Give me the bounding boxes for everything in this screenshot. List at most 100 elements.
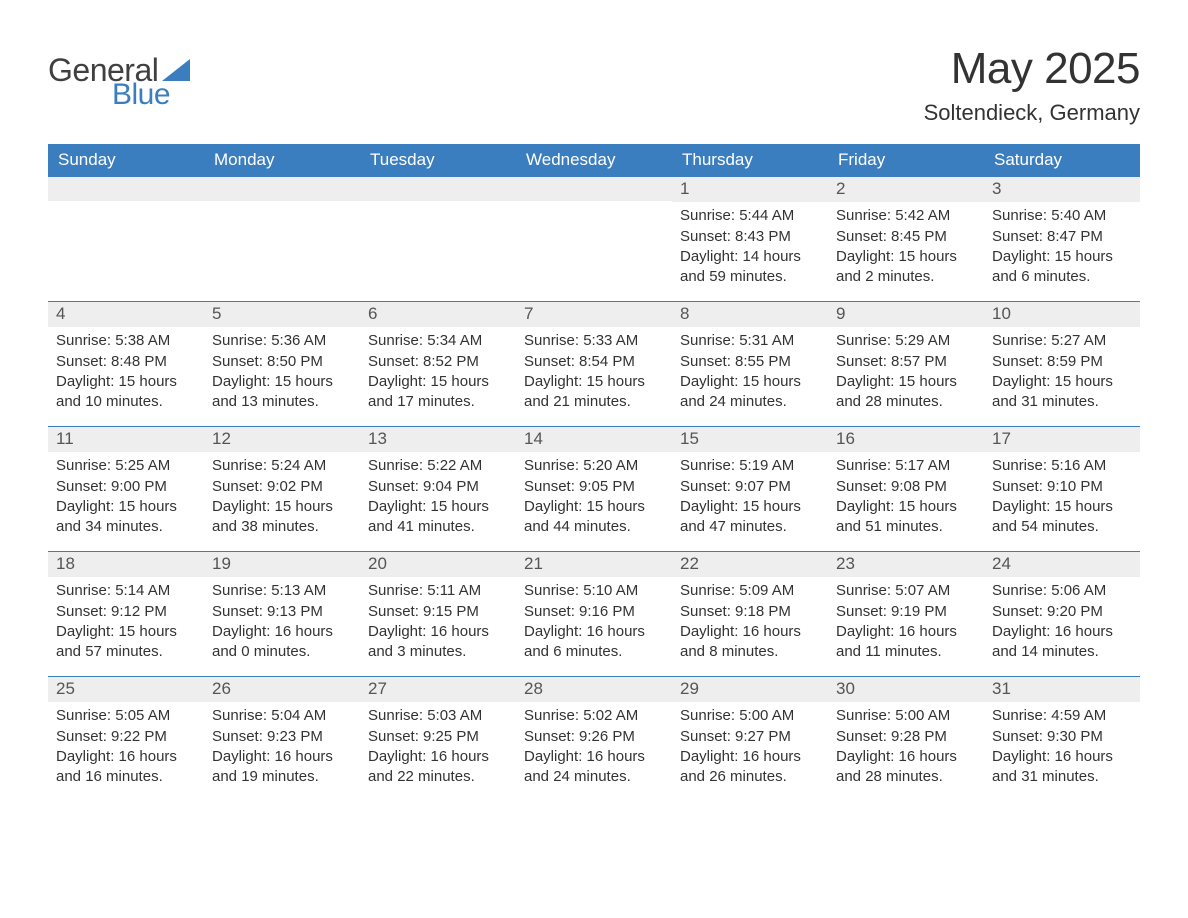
sunset-line: Sunset: 8:52 PM — [368, 352, 508, 372]
day-number-bar — [516, 177, 672, 201]
day-number-bar — [48, 177, 204, 201]
sunset-line: Sunset: 9:20 PM — [992, 602, 1132, 622]
sunset-line: Sunset: 9:27 PM — [680, 727, 820, 747]
sunset-line: Sunset: 9:23 PM — [212, 727, 352, 747]
day-body: Sunrise: 5:07 AMSunset: 9:19 PMDaylight:… — [828, 577, 984, 670]
weekday-header: Sunday — [48, 144, 204, 177]
location-subtitle: Soltendieck, Germany — [924, 100, 1140, 126]
day-body: Sunrise: 5:06 AMSunset: 9:20 PMDaylight:… — [984, 577, 1140, 670]
day-cell: 8Sunrise: 5:31 AMSunset: 8:55 PMDaylight… — [672, 302, 828, 426]
sunset-line: Sunset: 9:08 PM — [836, 477, 976, 497]
sunset-line: Sunset: 9:02 PM — [212, 477, 352, 497]
sunrise-line: Sunrise: 5:19 AM — [680, 456, 820, 476]
empty-day-cell — [48, 177, 204, 301]
day-body: Sunrise: 5:36 AMSunset: 8:50 PMDaylight:… — [204, 327, 360, 420]
title-block: May 2025 Soltendieck, Germany — [924, 44, 1140, 126]
day-cell: 23Sunrise: 5:07 AMSunset: 9:19 PMDayligh… — [828, 552, 984, 676]
day-number-bar: 9 — [828, 302, 984, 327]
daylight-line: Daylight: 16 hours and 28 minutes. — [836, 747, 976, 788]
daylight-line: Daylight: 15 hours and 6 minutes. — [992, 247, 1132, 288]
daylight-line: Daylight: 14 hours and 59 minutes. — [680, 247, 820, 288]
day-number-bar: 10 — [984, 302, 1140, 327]
daylight-line: Daylight: 15 hours and 57 minutes. — [56, 622, 196, 663]
weekday-header: Saturday — [984, 144, 1140, 177]
day-cell: 7Sunrise: 5:33 AMSunset: 8:54 PMDaylight… — [516, 302, 672, 426]
sunrise-line: Sunrise: 5:36 AM — [212, 331, 352, 351]
day-body: Sunrise: 5:03 AMSunset: 9:25 PMDaylight:… — [360, 702, 516, 795]
day-number-bar: 30 — [828, 677, 984, 702]
day-body: Sunrise: 5:14 AMSunset: 9:12 PMDaylight:… — [48, 577, 204, 670]
sunset-line: Sunset: 9:00 PM — [56, 477, 196, 497]
day-number-bar: 28 — [516, 677, 672, 702]
day-number-bar: 31 — [984, 677, 1140, 702]
day-cell: 31 Sunrise: 4:59 AMSunset: 9:30 PMDayligh… — [984, 677, 1140, 801]
daylight-line: Daylight: 15 hours and 54 minutes. — [992, 497, 1132, 538]
sunset-line: Sunset: 9:10 PM — [992, 477, 1132, 497]
weeks-container: 1Sunrise: 5:44 AMSunset: 8:43 PMDaylight… — [48, 177, 1140, 801]
sunset-line: Sunset: 8:50 PM — [212, 352, 352, 372]
day-cell: 1Sunrise: 5:44 AMSunset: 8:43 PMDaylight… — [672, 177, 828, 301]
week-row: 1Sunrise: 5:44 AMSunset: 8:43 PMDaylight… — [48, 177, 1140, 301]
day-cell: 17Sunrise: 5:16 AMSunset: 9:10 PMDayligh… — [984, 427, 1140, 551]
day-body: Sunrise: 5:04 AMSunset: 9:23 PMDaylight:… — [204, 702, 360, 795]
sunrise-line: Sunrise: 5:06 AM — [992, 581, 1132, 601]
empty-day-cell — [516, 177, 672, 301]
day-cell: 6Sunrise: 5:34 AMSunset: 8:52 PMDaylight… — [360, 302, 516, 426]
sunrise-line: Sunrise: 5:27 AM — [992, 331, 1132, 351]
day-cell: 11Sunrise: 5:25 AMSunset: 9:00 PMDayligh… — [48, 427, 204, 551]
sunrise-line: Sunrise: 5:40 AM — [992, 206, 1132, 226]
daylight-line: Daylight: 16 hours and 6 minutes. — [524, 622, 664, 663]
sunrise-line: Sunrise: 5:38 AM — [56, 331, 196, 351]
sunrise-line: Sunrise: 5:13 AM — [212, 581, 352, 601]
day-cell: 19Sunrise: 5:13 AMSunset: 9:13 PMDayligh… — [204, 552, 360, 676]
day-body: Sunrise: 5:16 AMSunset: 9:10 PMDaylight:… — [984, 452, 1140, 545]
day-cell: 24Sunrise: 5:06 AMSunset: 9:20 PMDayligh… — [984, 552, 1140, 676]
sunset-line: Sunset: 9:22 PM — [56, 727, 196, 747]
day-body: Sunrise: 5:02 AMSunset: 9:26 PMDaylight:… — [516, 702, 672, 795]
logo-text-blue: Blue — [112, 80, 190, 110]
daylight-line: Daylight: 16 hours and 16 minutes. — [56, 747, 196, 788]
week-row: 4Sunrise: 5:38 AMSunset: 8:48 PMDaylight… — [48, 301, 1140, 426]
sunset-line: Sunset: 9:07 PM — [680, 477, 820, 497]
weekday-header: Wednesday — [516, 144, 672, 177]
sunrise-line: Sunrise: 5:00 AM — [836, 706, 976, 726]
day-cell: 12Sunrise: 5:24 AMSunset: 9:02 PMDayligh… — [204, 427, 360, 551]
day-cell: 15Sunrise: 5:19 AMSunset: 9:07 PMDayligh… — [672, 427, 828, 551]
calendar-grid: SundayMondayTuesdayWednesdayThursdayFrid… — [48, 144, 1140, 801]
week-row: 11Sunrise: 5:25 AMSunset: 9:00 PMDayligh… — [48, 426, 1140, 551]
daylight-line: Daylight: 16 hours and 31 minutes. — [992, 747, 1132, 788]
sunset-line: Sunset: 9:16 PM — [524, 602, 664, 622]
day-cell: 20Sunrise: 5:11 AMSunset: 9:15 PMDayligh… — [360, 552, 516, 676]
day-number-bar: 2 — [828, 177, 984, 202]
weekday-header: Thursday — [672, 144, 828, 177]
day-body: Sunrise: 5:25 AMSunset: 9:00 PMDaylight:… — [48, 452, 204, 545]
sunset-line: Sunset: 8:54 PM — [524, 352, 664, 372]
brand-logo: General Blue — [48, 44, 190, 110]
sunrise-line: Sunrise: 4:59 AM — [992, 706, 1132, 726]
day-cell: 30Sunrise: 5:00 AMSunset: 9:28 PMDayligh… — [828, 677, 984, 801]
sunset-line: Sunset: 8:43 PM — [680, 227, 820, 247]
daylight-line: Daylight: 15 hours and 34 minutes. — [56, 497, 196, 538]
calendar-page: General Blue May 2025 Soltendieck, Germa… — [0, 0, 1188, 801]
sunrise-line: Sunrise: 5:00 AM — [680, 706, 820, 726]
sunrise-line: Sunrise: 5:05 AM — [56, 706, 196, 726]
day-body: Sunrise: 5:09 AMSunset: 9:18 PMDaylight:… — [672, 577, 828, 670]
weekday-header: Tuesday — [360, 144, 516, 177]
day-number-bar: 14 — [516, 427, 672, 452]
sunset-line: Sunset: 8:57 PM — [836, 352, 976, 372]
sunset-line: Sunset: 9:30 PM — [992, 727, 1132, 747]
day-body: Sunrise: 5:19 AMSunset: 9:07 PMDaylight:… — [672, 452, 828, 545]
sunset-line: Sunset: 9:18 PM — [680, 602, 820, 622]
sunrise-line: Sunrise: 5:24 AM — [212, 456, 352, 476]
day-cell: 4Sunrise: 5:38 AMSunset: 8:48 PMDaylight… — [48, 302, 204, 426]
daylight-line: Daylight: 15 hours and 31 minutes. — [992, 372, 1132, 413]
day-body: Sunrise: 5:17 AMSunset: 9:08 PMDaylight:… — [828, 452, 984, 545]
daylight-line: Daylight: 15 hours and 17 minutes. — [368, 372, 508, 413]
day-number-bar: 4 — [48, 302, 204, 327]
day-number-bar: 15 — [672, 427, 828, 452]
day-body: Sunrise: 5:40 AMSunset: 8:47 PMDaylight:… — [984, 202, 1140, 295]
day-cell: 9Sunrise: 5:29 AMSunset: 8:57 PMDaylight… — [828, 302, 984, 426]
sunrise-line: Sunrise: 5:17 AM — [836, 456, 976, 476]
day-cell: 16Sunrise: 5:17 AMSunset: 9:08 PMDayligh… — [828, 427, 984, 551]
month-title: May 2025 — [924, 44, 1140, 94]
